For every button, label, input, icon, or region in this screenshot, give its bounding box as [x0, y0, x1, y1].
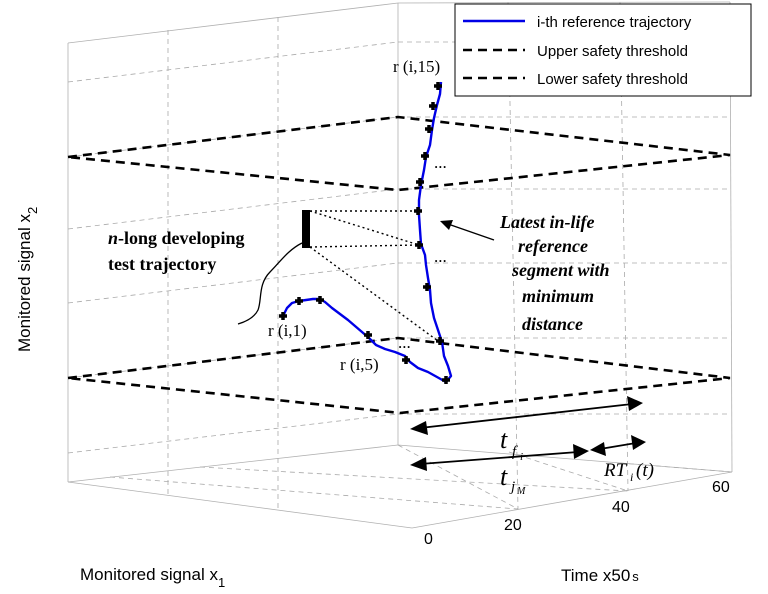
time-ticks: 0 20 40 60 — [424, 479, 730, 548]
distance-projections — [309, 210, 439, 342]
segment-label-line: reference — [518, 236, 588, 256]
label-t-f: t f i — [500, 425, 523, 463]
test-trajectory-segment — [302, 210, 310, 248]
svg-text:i: i — [520, 451, 523, 463]
time-tick: 60 — [712, 479, 730, 496]
svg-text:Monitored signal x2: Monitored signal x2 — [15, 207, 40, 352]
ellipsis-upper: ... — [434, 153, 447, 172]
time-tick: 20 — [504, 517, 522, 534]
legend-label-lower: Lower safety threshold — [537, 71, 688, 88]
upper-threshold — [67, 115, 731, 192]
marker — [364, 331, 372, 339]
rt-arrow — [590, 435, 646, 456]
tj-arrow — [410, 444, 589, 471]
segment-label-line: Latest in-life — [499, 212, 594, 232]
marker — [421, 152, 429, 160]
marker — [429, 102, 437, 110]
segment-label-line: segment with — [511, 260, 610, 280]
svg-text:(t): (t) — [636, 460, 654, 481]
time-axis-label: Time x50 s — [561, 566, 639, 585]
x-axis-label: Monitored signal x1 — [80, 565, 225, 589]
time-tick: 0 — [424, 531, 433, 548]
marker — [423, 283, 431, 291]
ellipsis-middle: ... — [434, 247, 447, 266]
marker — [316, 296, 324, 304]
time-tick: 40 — [612, 499, 630, 516]
label-r-i5: r (i,5) — [340, 355, 379, 374]
test-trajectory-callout — [237, 242, 303, 325]
legend-label-upper: Upper safety threshold — [537, 43, 688, 60]
test-traj-label-line2: test trajectory — [108, 254, 216, 274]
marker — [416, 178, 424, 186]
label-t-j: t j M — [500, 462, 526, 497]
test-traj-label-line1: n-long developing — [108, 228, 245, 248]
marker — [279, 312, 287, 320]
y-axis-label: Monitored signal x2 — [15, 207, 40, 352]
label-r-i1: r (i,1) — [268, 321, 307, 340]
tf-arrow — [410, 396, 643, 435]
marker — [442, 376, 450, 384]
svg-text:j: j — [509, 479, 515, 495]
svg-text:f: f — [512, 444, 518, 460]
svg-text:t: t — [500, 462, 508, 491]
svg-text:M: M — [516, 486, 526, 497]
svg-text:i: i — [630, 470, 633, 484]
label-r-i15: r (i,15) — [393, 57, 440, 76]
lower-threshold — [67, 336, 731, 415]
segment-label-line: minimum — [522, 286, 594, 306]
svg-text:RT: RT — [603, 460, 628, 481]
ellipsis-lower: ... — [398, 333, 411, 352]
marker — [402, 356, 410, 364]
segment-label: Latest in-life reference segment with mi… — [499, 212, 610, 334]
legend-label-reference: i-th reference trajectory — [537, 14, 692, 31]
marker — [434, 82, 442, 90]
marker — [295, 297, 303, 305]
legend: i-th reference trajectory Upper safety t… — [454, 3, 752, 97]
segment-pointer-arrow — [440, 220, 495, 241]
label-rt: RT i (t) — [603, 460, 654, 484]
marker — [436, 337, 444, 345]
reference-trajectory — [281, 81, 453, 384]
svg-text:t: t — [500, 425, 508, 454]
segment-label-line: distance — [522, 314, 583, 334]
marker — [425, 125, 433, 133]
